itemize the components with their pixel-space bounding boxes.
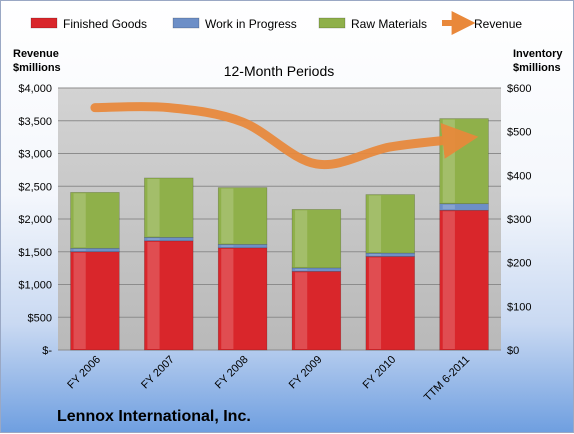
bar-highlight	[368, 254, 382, 256]
left-axis-title-line2: $millions	[13, 62, 61, 74]
right-tick-label: $0	[507, 345, 519, 357]
right-tick-label: $500	[507, 127, 531, 139]
legend-swatch-raw-materials	[318, 17, 346, 29]
right-axis-title-line1: Inventory	[513, 48, 563, 60]
left-tick-label: $4,000	[18, 83, 52, 95]
bar-highlight	[73, 193, 86, 248]
legend-label: Finished Goods	[63, 17, 147, 31]
left-axis-ticks: $- $500 $1,000 $1,500 $2,000 $2,500 $3,000 $3,5…	[18, 83, 52, 357]
right-axis-ticks: $0 $100 $200 $300 $400 $500 $600	[507, 83, 531, 357]
bar-highlight	[221, 188, 234, 244]
bar-highlight	[221, 245, 234, 247]
bar-segment-finished-goods	[291, 271, 342, 351]
bar-segment-raw-materials	[291, 209, 342, 269]
bar-highlight	[368, 195, 382, 253]
bar-highlight	[368, 257, 382, 349]
right-tick-label: $600	[507, 83, 531, 95]
bar-highlight	[73, 249, 86, 251]
bar-segment-raw-materials	[217, 187, 268, 245]
bar-segment-raw-materials	[70, 192, 120, 249]
bar-highlight	[442, 119, 455, 203]
left-tick-label: $500	[28, 312, 52, 324]
x-tick-label: FY 2008	[213, 354, 251, 392]
left-tick-label: $1,500	[18, 247, 52, 259]
bar-highlight	[147, 238, 160, 240]
legend-label: Raw Materials	[351, 17, 427, 31]
bar-highlight	[73, 252, 86, 349]
left-tick-label: $3,000	[18, 149, 52, 161]
right-tick-label: $100	[507, 301, 531, 313]
left-tick-label: $2,000	[18, 214, 52, 226]
left-axis-title-line1: Revenue	[13, 48, 59, 60]
right-tick-label: $200	[507, 258, 531, 270]
bar-highlight	[147, 178, 160, 237]
legend-label: Work in Progress	[205, 17, 297, 31]
x-tick-label: FY 2010	[361, 354, 399, 392]
bar-segment-work-in-progress	[291, 267, 342, 272]
x-axis-ticks: FY 2006 FY 2007 FY 2008 FY 2009 FY 2010 TTM 6…	[65, 354, 472, 404]
x-tick-label: FY 2007	[139, 354, 177, 392]
bar-segment-finished-goods	[70, 251, 120, 351]
bar-highlight	[147, 241, 160, 349]
bar-highlight	[295, 268, 308, 271]
bar-segment-finished-goods	[217, 247, 268, 351]
bar-highlight	[442, 204, 455, 210]
bar-segment-finished-goods	[439, 209, 489, 351]
bar-highlight	[442, 211, 455, 349]
bar-segment-finished-goods	[144, 240, 194, 351]
bar-highlight	[295, 210, 308, 267]
right-tick-label: $400	[507, 170, 531, 182]
bar-segment-raw-materials	[365, 194, 415, 254]
bar-segment-raw-materials	[144, 177, 194, 238]
x-tick-label: FY 2006	[65, 354, 103, 392]
revenue-line-path	[90, 102, 479, 170]
bar-segment-finished-goods	[365, 256, 415, 351]
x-tick-label: FY 2009	[287, 354, 325, 392]
gridlines	[58, 87, 501, 351]
left-tick-label: $1,000	[18, 280, 52, 292]
chart-subtitle: 12-Month Periods	[224, 63, 335, 79]
legend-swatch-work-in-progress	[172, 17, 200, 29]
left-tick-label: $-	[42, 345, 52, 357]
revenue-line	[90, 102, 479, 170]
legend: Finished Goods Work in Progress Raw Materi…	[30, 11, 522, 35]
bars	[70, 118, 489, 351]
company-name: Lennox International, Inc.	[57, 408, 251, 425]
bar-highlight	[295, 272, 308, 349]
bar-segment-work-in-progress	[70, 247, 120, 253]
legend-swatch-finished-goods	[30, 17, 58, 29]
left-tick-label: $2,500	[18, 181, 52, 193]
right-tick-label: $300	[507, 214, 531, 226]
legend-label: Revenue	[474, 17, 522, 31]
left-tick-label: $3,500	[18, 116, 52, 128]
right-axis-title-line2: $millions	[513, 62, 561, 74]
bar-highlight	[221, 248, 234, 349]
x-tick-label: TTM 6-2011	[422, 354, 472, 404]
